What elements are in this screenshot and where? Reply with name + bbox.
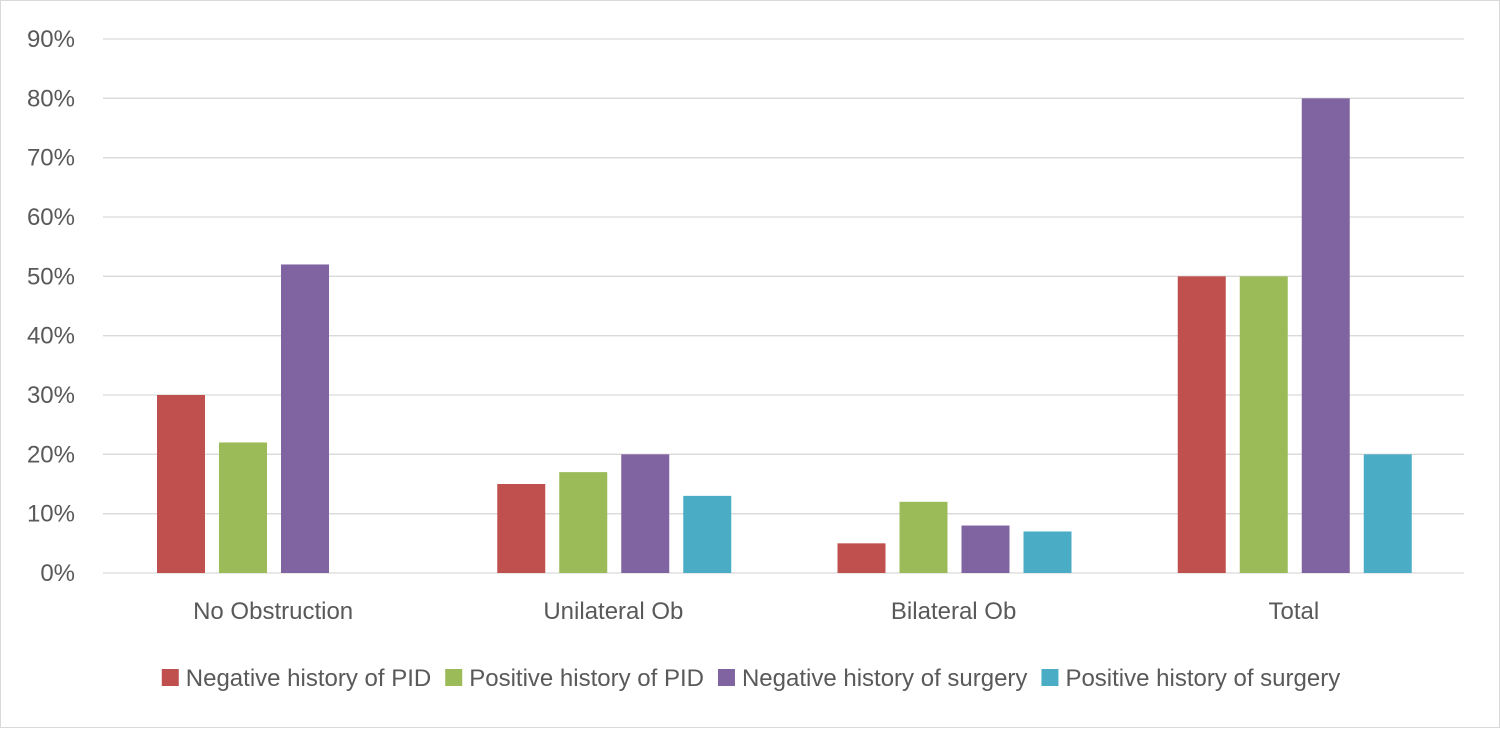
legend-item: Positive history of PID xyxy=(445,665,704,692)
gridlines xyxy=(103,38,1464,574)
x-category-label: Unilateral Ob xyxy=(543,598,683,625)
bar-negative-history-of-pid-2 xyxy=(837,543,886,573)
y-tick-label: 20% xyxy=(27,441,75,468)
legend-item: Negative history of PID xyxy=(161,665,431,692)
legend-swatch xyxy=(717,669,735,686)
y-tick-label: 10% xyxy=(27,501,75,528)
y-axis-ticks: 0% 10% 20% 30% 40% 50% 60% 70% 80% 90% xyxy=(27,26,75,587)
legend-item: Positive history of surgery xyxy=(1041,665,1340,692)
bar-negative-history-of-pid-3 xyxy=(1177,276,1226,573)
legend-swatch xyxy=(1041,669,1059,686)
legend: Negative history of PID Positive history … xyxy=(161,665,1340,692)
bar-negative-history-of-surgery-2 xyxy=(961,525,1010,573)
bar-positive-history-of-pid-1 xyxy=(559,472,608,573)
legend-swatch xyxy=(161,669,179,686)
legend-swatch xyxy=(445,669,463,686)
x-category-label: Total xyxy=(1269,598,1320,625)
bar-negative-history-of-surgery-1 xyxy=(621,454,670,573)
x-category-label: Bilateral Ob xyxy=(891,598,1016,625)
y-tick-label: 90% xyxy=(27,26,75,53)
x-category-label: No Obstruction xyxy=(193,598,353,625)
bar-positive-history-of-surgery-2 xyxy=(1023,531,1072,573)
y-tick-label: 0% xyxy=(40,560,75,587)
bar-positive-history-of-pid-2 xyxy=(899,501,948,573)
y-tick-label: 70% xyxy=(27,145,75,172)
bars xyxy=(157,98,1412,573)
bar-positive-history-of-surgery-1 xyxy=(683,495,732,573)
legend-label: Positive history of PID xyxy=(469,665,704,692)
bar-negative-history-of-surgery-3 xyxy=(1301,98,1350,573)
y-tick-label: 30% xyxy=(27,382,75,409)
x-axis-categories: No Obstruction Unilateral Ob Bilateral Ob T… xyxy=(193,598,1319,625)
bar-negative-history-of-pid-0 xyxy=(157,395,205,573)
bar-positive-history-of-pid-0 xyxy=(219,442,267,573)
bar-positive-history-of-pid-3 xyxy=(1239,276,1288,573)
bar-negative-history-of-pid-1 xyxy=(497,484,546,573)
legend-label: Negative history of surgery xyxy=(742,665,1027,692)
y-tick-label: 50% xyxy=(27,263,75,290)
y-tick-label: 60% xyxy=(27,204,75,231)
bar-positive-history-of-surgery-3 xyxy=(1363,454,1412,573)
y-tick-label: 40% xyxy=(27,323,75,350)
legend-label: Positive history of surgery xyxy=(1065,665,1340,692)
bar-negative-history-of-surgery-0 xyxy=(281,264,329,573)
legend-label: Negative history of PID xyxy=(186,665,431,692)
legend-item: Negative history of surgery xyxy=(717,665,1027,692)
y-tick-label: 80% xyxy=(27,85,75,112)
